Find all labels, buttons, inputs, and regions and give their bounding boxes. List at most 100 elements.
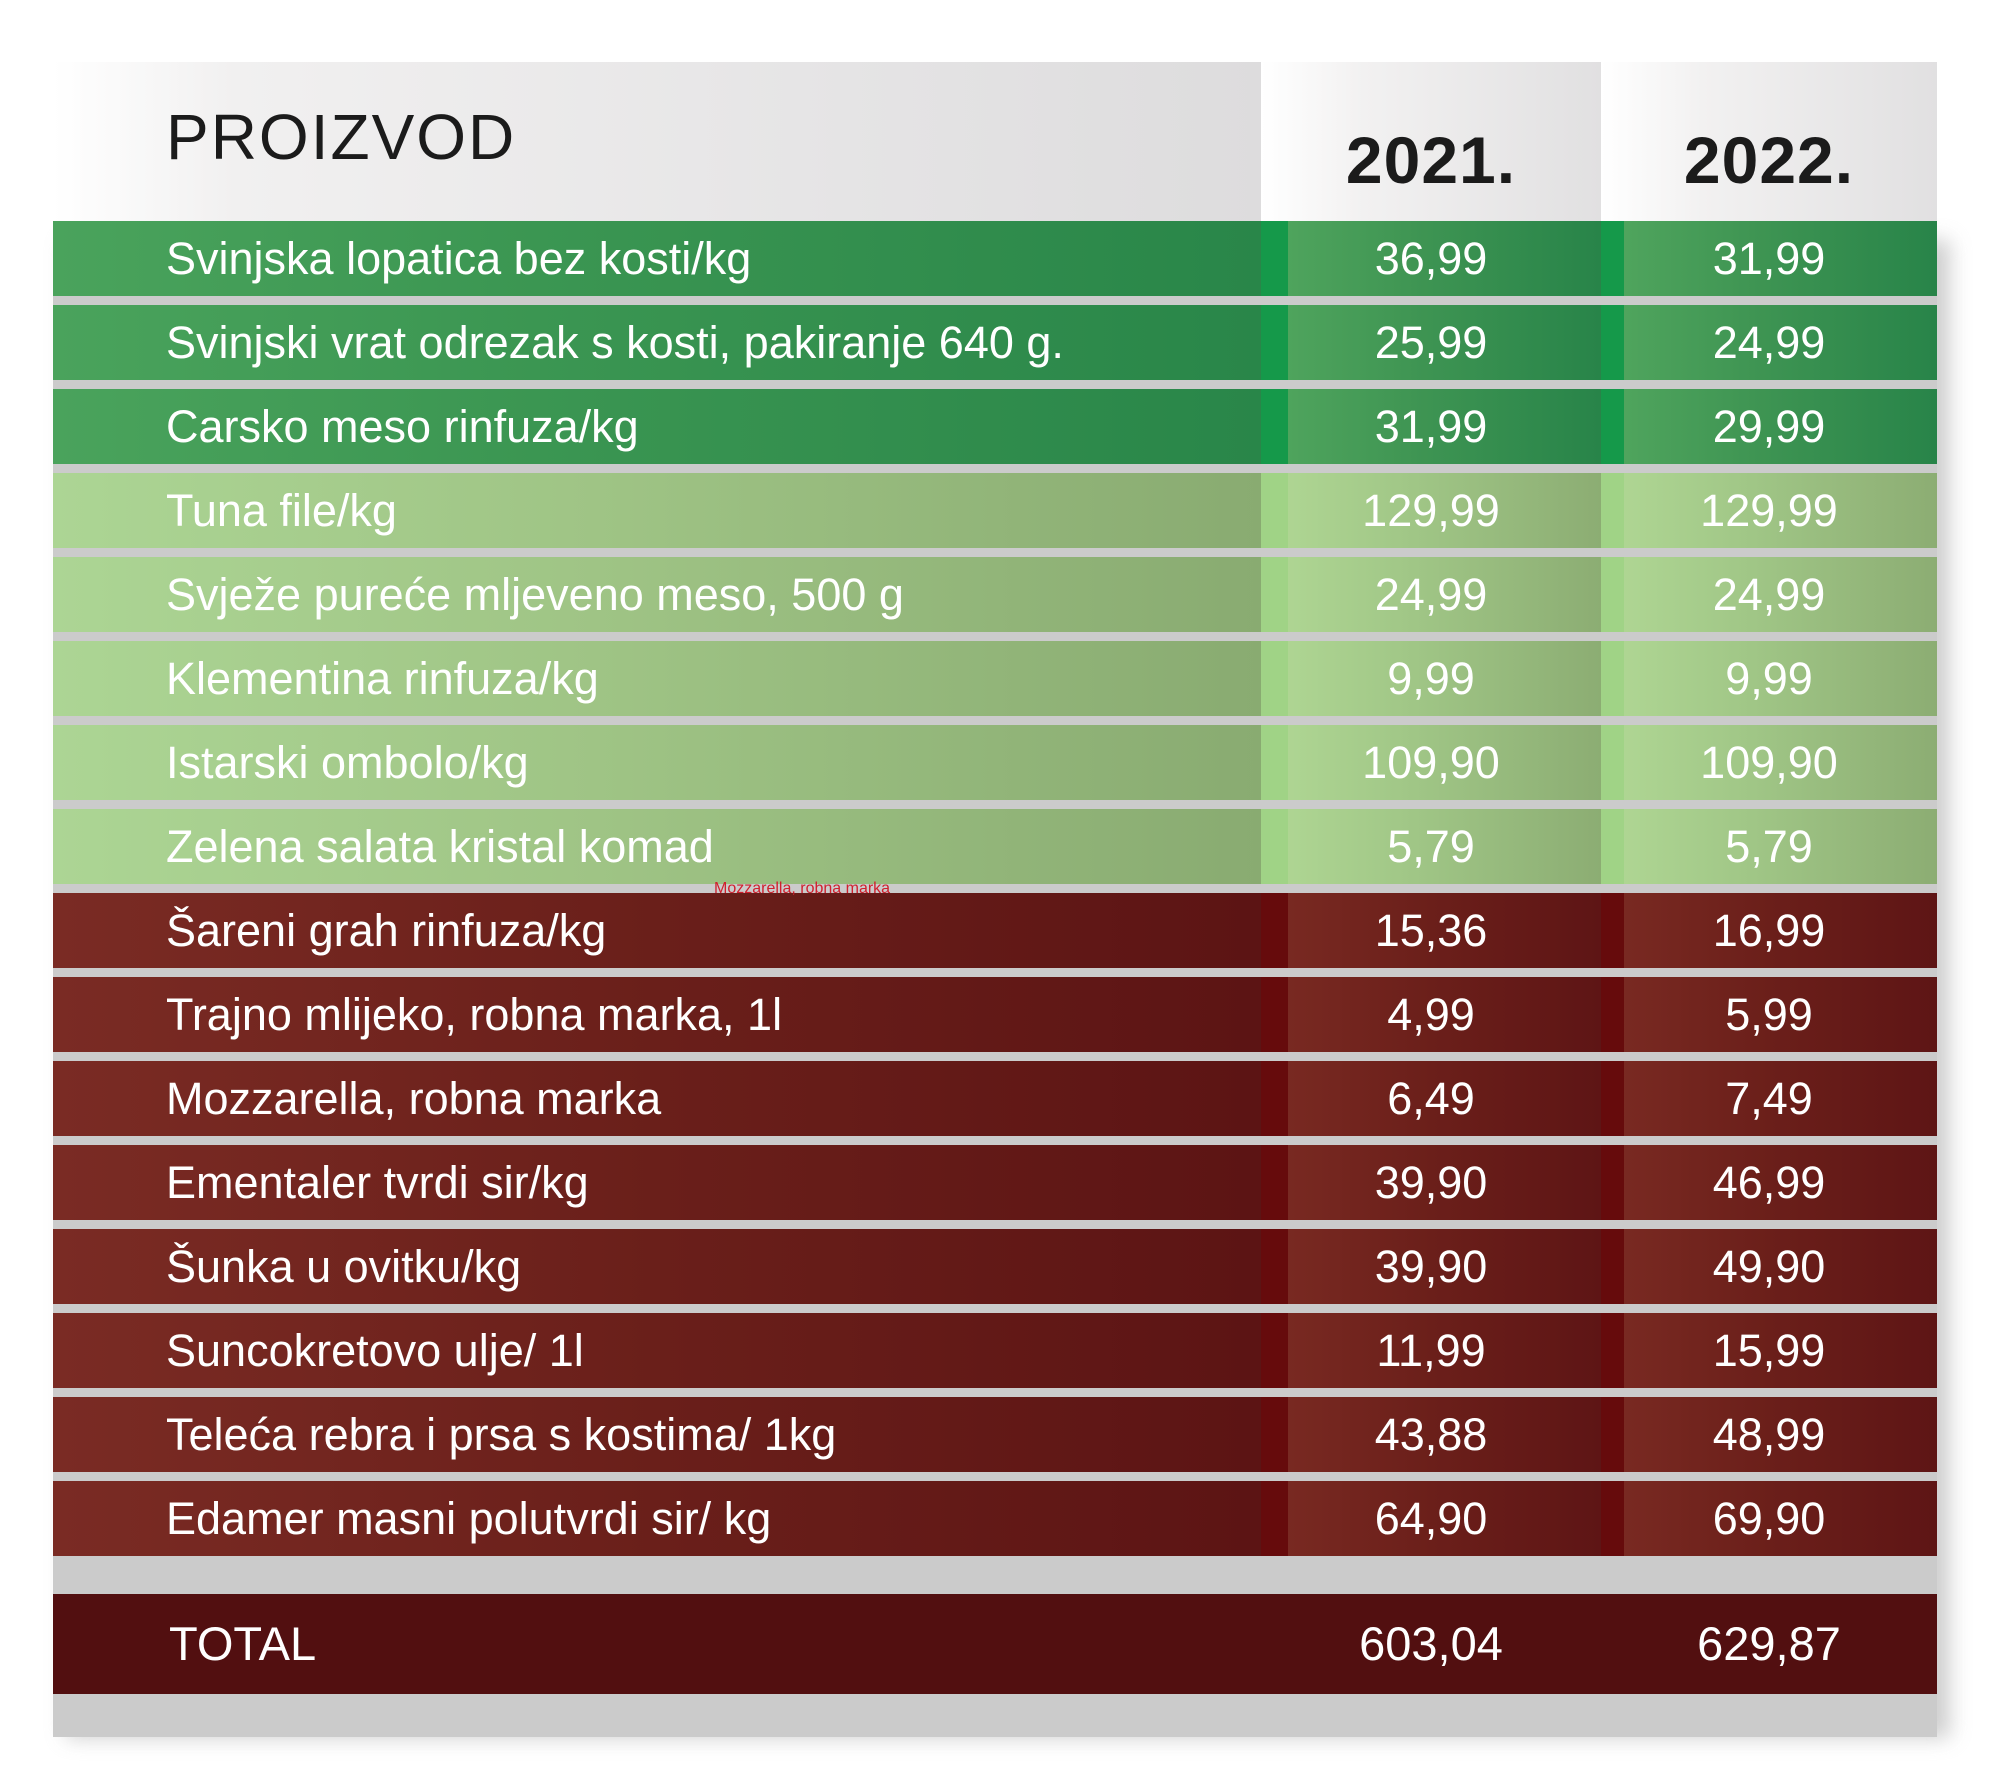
price-2021: 43,88 [1374, 1409, 1488, 1460]
price-2022-cell: 7,49 [1601, 1061, 1937, 1136]
price-2021: 25,99 [1374, 317, 1488, 368]
column-accent-2022 [1601, 473, 1624, 548]
price-2021-cell: 9,99 [1261, 641, 1601, 716]
column-accent-2021 [1261, 557, 1288, 632]
column-accent-2021 [1261, 1061, 1288, 1136]
price-2022-cell: 9,99 [1601, 641, 1937, 716]
price-2022: 46,99 [1712, 1157, 1826, 1208]
column-accent-2022 [1601, 725, 1624, 800]
price-2022: 5,79 [1725, 821, 1813, 872]
product-cell: Suncokretovo ulje/ 1l [53, 1313, 1261, 1388]
price-2021-cell: 64,90 [1261, 1481, 1601, 1556]
product-name: Edamer masni polutvrdi sir/ kg [166, 1493, 772, 1544]
product-name: Šareni grah rinfuza/kg [166, 905, 607, 956]
price-2022: 129,99 [1700, 485, 1838, 536]
product-name: Zelena salata kristal komad [166, 821, 714, 872]
product-name: Carsko meso rinfuza/kg [166, 401, 639, 452]
price-2021: 6,49 [1387, 1073, 1475, 1124]
column-accent-2022 [1601, 977, 1624, 1052]
table-row: Mozzarella, robna marka 6,49 7,49 [53, 1061, 1937, 1136]
price-2021-cell: 43,88 [1261, 1397, 1601, 1472]
table-row: Šareni grah rinfuza/kg 15,36 16,99 [53, 893, 1937, 968]
table-row: Teleća rebra i prsa s kostima/ 1kg 43,88 4… [53, 1397, 1937, 1472]
column-accent-2022 [1601, 809, 1624, 884]
price-2022-cell: 15,99 [1601, 1313, 1937, 1388]
product-name: Tuna file/kg [166, 485, 397, 536]
header-2022-label: 2022. [1683, 123, 1855, 197]
column-accent-2022 [1601, 1229, 1624, 1304]
column-accent-2022 [1601, 221, 1624, 296]
column-accent-2022 [1601, 1397, 1624, 1472]
price-2021-cell: 5,79 [1261, 809, 1601, 884]
column-accent-2022 [1601, 305, 1624, 380]
price-2022-cell: 29,99 [1601, 389, 1937, 464]
price-2022: 24,99 [1712, 569, 1826, 620]
price-2021-cell: 15,36 [1261, 893, 1601, 968]
column-accent-2021 [1261, 725, 1288, 800]
price-2021-cell: 129,99 [1261, 473, 1601, 548]
price-2022: 24,99 [1712, 317, 1826, 368]
total-2022-cell: 629,87 [1601, 1594, 1937, 1694]
column-accent-2021 [1261, 1229, 1288, 1304]
price-2021-cell: 24,99 [1261, 557, 1601, 632]
column-accent-2021 [1261, 1481, 1288, 1556]
product-cell: Mozzarella, robna marka [53, 1061, 1261, 1136]
column-accent-2021 [1261, 1397, 1288, 1472]
product-name: Svježe pureće mljeveno meso, 500 g [166, 569, 904, 620]
price-2021: 24,99 [1374, 569, 1488, 620]
product-name: Istarski ombolo/kg [166, 737, 529, 788]
price-2021: 109,90 [1362, 737, 1500, 788]
price-2021-cell: 4,99 [1261, 977, 1601, 1052]
price-2022-cell: 31,99 [1601, 221, 1937, 296]
total-2021-cell: 603,04 [1261, 1594, 1601, 1694]
price-2022: 49,90 [1712, 1241, 1826, 1292]
price-2022-cell: 5,79 [1601, 809, 1937, 884]
product-name: Trajno mlijeko, robna marka, 1l [166, 989, 783, 1040]
price-2021: 4,99 [1387, 989, 1475, 1040]
column-accent-2021 [1261, 389, 1288, 464]
product-name: Mozzarella, robna marka [166, 1073, 662, 1124]
product-name: Suncokretovo ulje/ 1l [166, 1325, 584, 1376]
price-2022-cell: 109,90 [1601, 725, 1937, 800]
price-2021: 36,99 [1374, 233, 1488, 284]
product-cell: Klementina rinfuza/kg [53, 641, 1261, 716]
table-row: Edamer masni polutvrdi sir/ kg 64,90 69,90 [53, 1481, 1937, 1556]
table-row: Svježe pureće mljeveno meso, 500 g 24,99 2… [53, 557, 1937, 632]
header-2022: 2022. [1601, 62, 1937, 221]
product-cell: Svježe pureće mljeveno meso, 500 g [53, 557, 1261, 632]
header-2021: 2021. [1261, 62, 1601, 221]
product-cell: Teleća rebra i prsa s kostima/ 1kg [53, 1397, 1261, 1472]
product-cell: Istarski ombolo/kg [53, 725, 1261, 800]
price-2022-cell: 5,99 [1601, 977, 1937, 1052]
table-row: Suncokretovo ulje/ 1l 11,99 15,99 [53, 1313, 1937, 1388]
price-2022-cell: 16,99 [1601, 893, 1937, 968]
column-accent-2022 [1601, 1313, 1624, 1388]
price-2022-cell: 49,90 [1601, 1229, 1937, 1304]
price-2021: 9,99 [1387, 653, 1475, 704]
price-2021-cell: 39,90 [1261, 1229, 1601, 1304]
product-cell: Zelena salata kristal komad [53, 809, 1261, 884]
column-accent-2021 [1261, 641, 1288, 716]
price-2021: 39,90 [1374, 1157, 1488, 1208]
total-label: TOTAL [169, 1617, 317, 1670]
header-product: PROIZVOD [53, 62, 1261, 221]
price-2022: 5,99 [1725, 989, 1813, 1040]
table-row: Ementaler tvrdi sir/kg 39,90 46,99 [53, 1145, 1937, 1220]
price-2021: 39,90 [1374, 1241, 1488, 1292]
price-2022: 7,49 [1725, 1073, 1813, 1124]
table-row: Carsko meso rinfuza/kg 31,99 29,99 [53, 389, 1937, 464]
price-2022: 15,99 [1712, 1325, 1826, 1376]
price-2021: 129,99 [1362, 485, 1500, 536]
price-2021-cell: 11,99 [1261, 1313, 1601, 1388]
column-accent-2021 [1261, 1313, 1288, 1388]
column-accent-2022 [1601, 557, 1624, 632]
column-accent-2022 [1601, 1481, 1624, 1556]
stray-overlay-label: Mozzarella, robna marka [714, 880, 891, 897]
column-accent-2022 [1601, 641, 1624, 716]
product-name: Šunka u ovitku/kg [166, 1241, 522, 1292]
product-cell: Svinjska lopatica bez kosti/kg [53, 221, 1261, 296]
table-row: Klementina rinfuza/kg 9,99 9,99 [53, 641, 1937, 716]
price-2021-cell: 25,99 [1261, 305, 1601, 380]
price-2022-cell: 46,99 [1601, 1145, 1937, 1220]
column-accent-2022 [1601, 1145, 1624, 1220]
